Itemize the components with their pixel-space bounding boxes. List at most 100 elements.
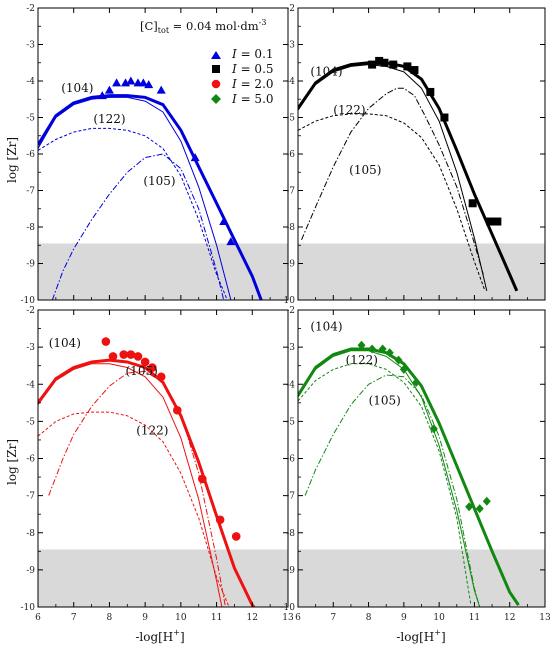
data-point-8 [156,85,166,94]
data-point-4 [133,352,143,361]
concentration-sup: -3 [259,18,267,27]
data-point-3 [126,350,136,359]
data-point-7 [144,80,154,89]
species-annotation-2: (105) [349,163,381,177]
data-point-6 [138,78,148,87]
species-annotation-1: (122) [346,353,378,367]
x-tick-label: 9 [142,613,148,623]
shaded-band [298,243,545,300]
y-tick-label: -8 [26,529,35,539]
y-tick-label: -3 [286,343,295,353]
legend-label-3: = 5.0 [237,92,274,106]
series-dashdot [51,153,225,300]
species-annotation-1: (122) [93,112,125,126]
series-thin [298,350,481,607]
y-tick-label: -3 [26,41,35,51]
x-axis-title-right-main: -log[H [396,630,434,644]
y-tick-label: -4 [286,77,295,87]
legend-item-0: I = 0.1 [211,47,274,61]
y-tick-label: -9 [26,260,35,270]
series-thin [38,96,232,300]
data-point-7 [440,113,449,122]
y-tick-label: -7 [286,187,295,197]
y-tick-label: -10 [281,296,296,306]
data-point-9 [197,474,207,484]
species-annotation-0: (104) [49,336,81,350]
x-tick-label: 13 [282,613,294,623]
concentration-label: [C]tot = 0.04 mol·dm-3 [140,18,266,35]
y-tick-label: -8 [26,223,35,233]
x-tick-label: 12 [247,613,258,623]
x-axis-title-right-rest: ] [441,630,446,644]
series-dashdot [304,374,481,607]
series-group [298,347,520,607]
series-dashed [38,411,230,607]
series-thin [298,64,488,292]
data-point-0 [97,91,107,100]
data-point-9 [475,504,484,514]
y-tick-label: -5 [286,417,295,427]
x-tick-label: 7 [71,613,77,623]
species-annotation-1: (105) [126,364,158,378]
y-tick-label: -2 [26,4,35,14]
series-dashdot [48,370,226,607]
y-tick-label: -10 [21,296,36,306]
legend-label-2-ital: I [231,77,237,91]
legend-label-3-ital: I [231,92,237,106]
legend-label-1-ital: I [231,62,237,76]
y-tick-label: -3 [26,343,35,353]
legend-item-1: I = 0.5 [212,62,274,76]
x-tick-label: 11 [211,613,222,623]
y-tick-label: -10 [281,603,296,613]
data-point-0 [368,60,377,69]
x-tick-label: 8 [366,613,372,623]
data-point-4 [403,62,412,71]
series-dashed [298,363,472,606]
panel-top-left: -2 -3 -4 -5 -6 -7 -8 -9 -10 (104) (122) (105) [21,4,289,306]
x-tick-label: 13 [539,613,551,623]
data-point-10 [215,515,225,525]
y-tick-label: -5 [26,417,35,427]
panel-bottom-left: -2-3-4-5-6-7-8-9-106 7 8 9 10 11 12 13(104)(105… [21,306,294,623]
y-tick-label: -6 [26,455,35,465]
x-axis-title-right-sup: + [434,628,441,637]
data-point-2 [378,344,387,354]
data-point-4 [126,76,136,85]
legend-label-1: = 0.5 [237,62,274,76]
panel-bottom-right: -2 -3 -4 -5 -6 -7 -8 -9 -106 7 8 9 10 11 12 13 (104) (122… [281,306,551,623]
x-axis-title-left-rest: ] [180,630,185,644]
legend-marker-circle [211,79,221,89]
series-group [38,358,256,607]
data-point-11 [231,532,241,541]
species-annotation-2: (105) [143,174,175,188]
svg-text:I = 5.0: I = 5.0 [231,92,274,106]
data-point-10 [219,217,229,226]
data-point-2 [112,78,122,87]
legend-label-0-ital: I [231,47,237,61]
legend-item-2: I = 2.0 [211,77,274,91]
data-point-6 [426,87,435,96]
series-group [38,94,263,300]
y-tick-label: -9 [286,260,295,270]
x-tick-label: 11 [469,613,480,623]
legend-marker-square [212,65,220,73]
y-tick-label: -7 [26,492,35,502]
y-tick-label: -9 [26,566,35,576]
x-axis-title-left-sup: + [173,628,180,637]
svg-text:I = 0.1: I = 0.1 [231,47,274,61]
shaded-band [298,549,545,607]
y-tick-label: -4 [26,380,35,390]
y-tick-label: -6 [286,150,295,160]
concentration-main: [C] [140,19,158,33]
data-point-1 [104,85,114,94]
data-point-7 [156,372,166,382]
concentration-sub: tot [158,26,170,35]
shaded-band [38,549,288,607]
x-tick-label: 10 [433,613,445,623]
x-tick-label: 9 [401,613,407,623]
y-tick-label: -10 [21,603,36,613]
data-point-10 [493,217,502,226]
chart-panels: -2 -3 -4 -5 -6 -7 -8 -9 -10 (104) (122) (105) -2 -3 -4… [21,4,551,623]
data-point-2 [380,58,389,67]
